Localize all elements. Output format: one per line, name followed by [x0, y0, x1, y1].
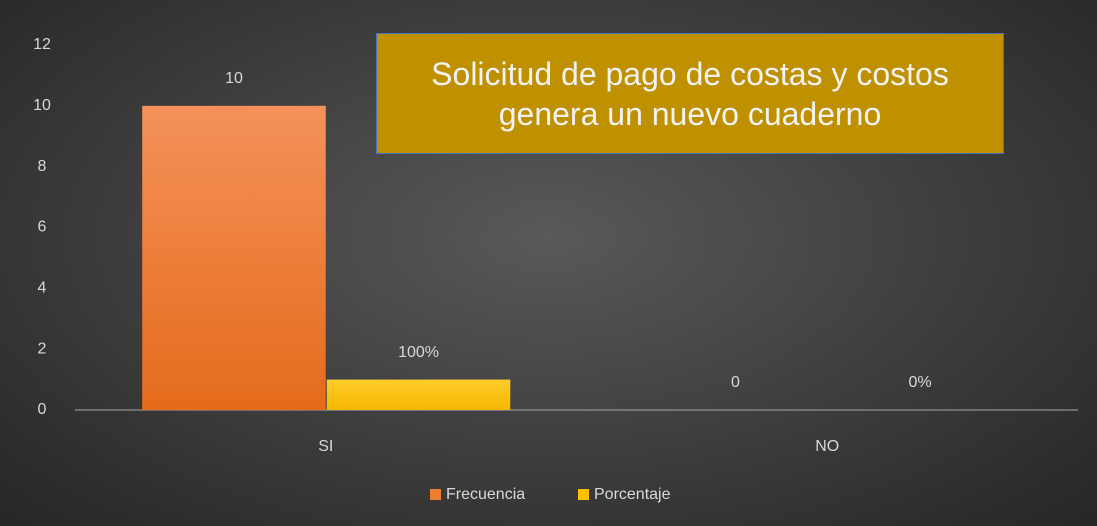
- title-box: Solicitud de pago de costas y costos gen…: [376, 33, 1004, 154]
- x-tick-label: NO: [815, 438, 839, 455]
- legend-swatch: [430, 489, 441, 500]
- bar: [142, 105, 326, 410]
- x-tick-label: SI: [318, 438, 333, 455]
- chart-title: Solicitud de pago de costas y costos gen…: [431, 55, 949, 132]
- bar: [326, 379, 511, 410]
- data-label: 100%: [398, 344, 439, 361]
- data-label: 0: [731, 374, 740, 391]
- legend-swatch: [578, 489, 589, 500]
- legend-label: Porcentaje: [594, 486, 671, 503]
- data-label: 10: [225, 70, 243, 87]
- y-tick-label: 10: [33, 97, 51, 114]
- y-tick-label: 12: [33, 36, 51, 53]
- data-label: 0%: [908, 374, 931, 391]
- y-tick-label: 8: [38, 158, 47, 175]
- y-tick-label: 6: [38, 219, 47, 236]
- legend-label: Frecuencia: [446, 486, 525, 503]
- y-tick-label: 0: [38, 401, 47, 418]
- y-tick-label: 4: [38, 280, 47, 297]
- y-tick-label: 2: [38, 340, 47, 357]
